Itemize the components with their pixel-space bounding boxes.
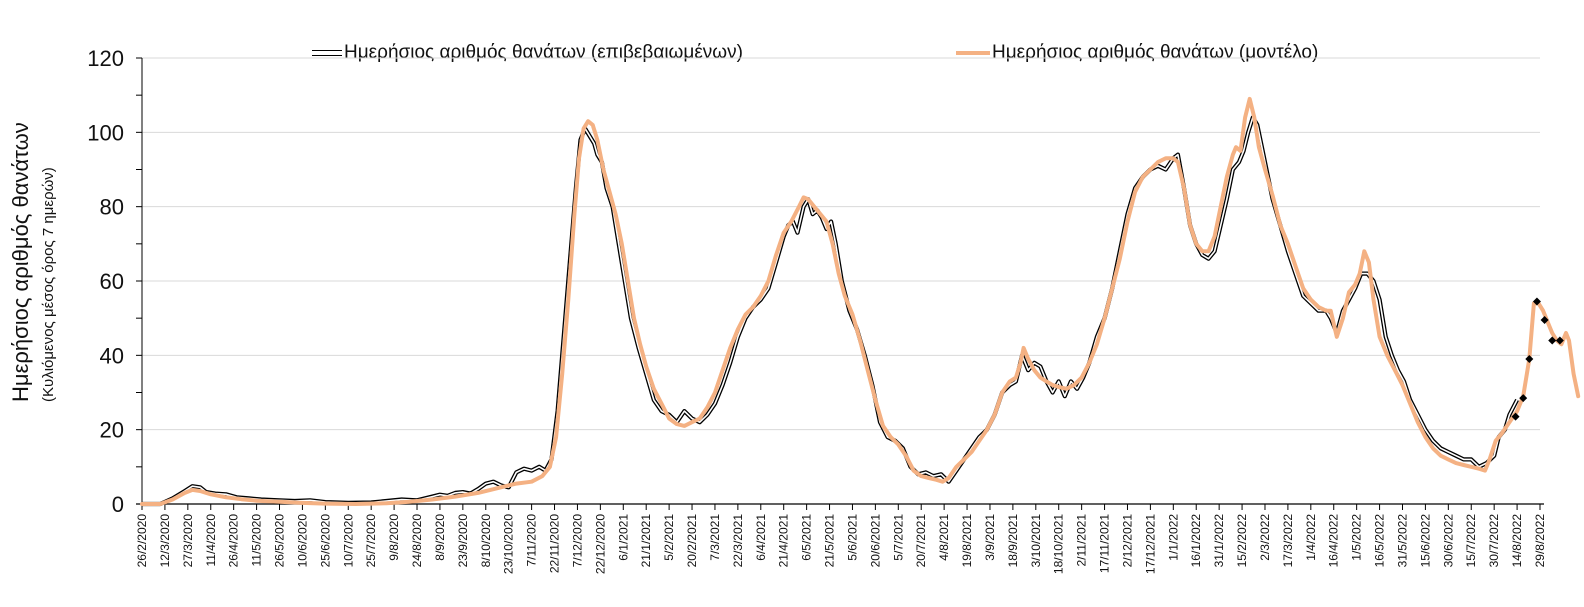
x-tick-label: 1/1/2022 — [1166, 514, 1180, 561]
x-tick-label: 4/8/2021 — [937, 514, 951, 561]
x-tick-label: 27/3/2020 — [181, 514, 195, 568]
x-tick-label: 17/12/2021 — [1143, 514, 1157, 574]
data-point-marker — [1555, 336, 1564, 345]
y-tick-label: 100 — [87, 120, 124, 145]
x-tick-label: 1/4/2022 — [1304, 514, 1318, 561]
x-axis: 26/2/2020 12/3/2020 27/3/2020 11/4/2020 26/4… — [135, 503, 1547, 574]
x-tick-label: 5/7/2021 — [891, 514, 905, 561]
x-tick-label: 15/2/2022 — [1235, 514, 1249, 568]
x-tick-label: 5/2/2021 — [662, 514, 676, 561]
x-tick-label: 22/11/2020 — [548, 514, 562, 573]
x-tick-label: 6/4/2021 — [754, 514, 768, 561]
x-tick-label: 29/8/2022 — [1533, 514, 1547, 568]
x-tick-label: 9/8/2020 — [387, 514, 401, 561]
x-tick-label: 21/1/2021 — [639, 514, 653, 568]
data-point-marker — [1540, 316, 1549, 325]
x-tick-label: 23/10/2020 — [502, 514, 516, 574]
x-tick-label: 11/4/2020 — [204, 514, 218, 567]
x-tick-label: 30/6/2022 — [1441, 514, 1455, 568]
x-tick-label: 25/6/2020 — [318, 514, 332, 568]
x-tick-label: 7/11/2020 — [525, 514, 539, 567]
x-tick-label: 10/6/2020 — [295, 514, 309, 568]
x-tick-label: 8/10/2020 — [479, 514, 493, 568]
data-point-marker — [1525, 355, 1534, 364]
x-tick-label: 2/11/2021 — [1075, 514, 1089, 567]
x-tick-label: 20/2/2021 — [685, 514, 699, 568]
x-tick-label: 16/1/2022 — [1189, 514, 1203, 568]
series-confirmed-outline — [142, 115, 1519, 507]
x-tick-label: 14/8/2022 — [1510, 514, 1524, 568]
x-tick-label: 6/5/2021 — [800, 514, 814, 561]
y-tick-label: 0 — [112, 492, 124, 517]
data-point-marker — [1511, 412, 1520, 421]
data-point-marker — [1519, 394, 1528, 403]
y-tick-label: 120 — [87, 46, 124, 71]
x-tick-label: 23/9/2020 — [456, 514, 470, 568]
x-tick-label: 25/7/2020 — [364, 514, 378, 568]
x-tick-label: 30/7/2022 — [1487, 514, 1501, 568]
x-tick-label: 3/10/2021 — [1029, 514, 1043, 568]
x-tick-label: 31/5/2022 — [1395, 514, 1409, 568]
x-tick-label: 31/1/2022 — [1212, 514, 1226, 568]
x-tick-label: 26/5/2020 — [273, 514, 287, 568]
x-tick-label: 2/3/2022 — [1258, 514, 1272, 561]
x-tick-label: 16/4/2022 — [1327, 514, 1341, 568]
x-tick-label: 15/7/2022 — [1464, 514, 1478, 568]
x-tick-label: 17/3/2022 — [1281, 514, 1295, 568]
x-tick-label: 16/5/2022 — [1373, 514, 1387, 568]
x-tick-label: 1/5/2022 — [1350, 514, 1364, 561]
data-point-marker — [1532, 297, 1541, 306]
x-tick-label: 21/5/2021 — [823, 514, 837, 568]
series-confirmed-inner — [142, 116, 1518, 505]
x-tick-label: 3/9/2021 — [983, 514, 997, 561]
x-tick-label: 19/8/2021 — [960, 514, 974, 568]
legend-swatch-confirmed — [312, 50, 342, 56]
x-tick-label: 20/7/2021 — [914, 514, 928, 568]
y-tick-label: 40 — [100, 343, 124, 368]
x-tick-label: 15/6/2022 — [1418, 514, 1432, 568]
series-group — [140, 96, 1581, 507]
x-tick-label: 7/12/2020 — [570, 514, 584, 568]
x-tick-label: 24/8/2020 — [410, 514, 424, 568]
x-tick-label: 18/10/2021 — [1052, 514, 1066, 574]
x-tick-label: 22/12/2020 — [593, 514, 607, 574]
y-axis: 0 20 40 60 80 100 120 — [87, 46, 143, 517]
x-tick-label: 21/4/2021 — [777, 514, 791, 568]
x-tick-label: 2/12/2021 — [1120, 514, 1134, 568]
x-tick-label: 18/9/2021 — [1006, 514, 1020, 568]
x-tick-label: 11/5/2020 — [250, 514, 264, 567]
x-tick-label: 6/1/2021 — [616, 514, 630, 561]
x-tick-label: 10/7/2020 — [341, 514, 355, 568]
x-tick-label: 26/4/2020 — [227, 514, 241, 568]
x-tick-label: 5/6/2021 — [845, 514, 859, 561]
y-tick-label: 80 — [100, 195, 124, 220]
data-point-marker — [1548, 336, 1557, 345]
x-tick-label: 12/3/2020 — [158, 514, 172, 568]
y-tick-label: 20 — [100, 418, 124, 443]
gridlines — [142, 57, 1540, 431]
x-tick-label: 7/3/2021 — [708, 514, 722, 561]
x-tick-label: 26/2/2020 — [135, 514, 149, 568]
legend-swatch-model — [956, 51, 990, 55]
x-tick-label: 8/9/2020 — [433, 514, 447, 561]
x-tick-label: 22/3/2021 — [731, 514, 745, 568]
x-tick-label: 20/6/2021 — [868, 514, 882, 568]
x-tick-label: 17/11/2021 — [1098, 514, 1112, 573]
series-model-line — [140, 96, 1581, 506]
y-tick-label: 60 — [100, 269, 124, 294]
